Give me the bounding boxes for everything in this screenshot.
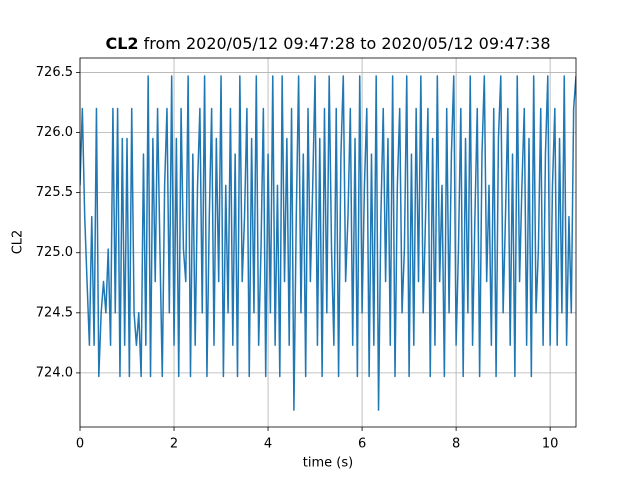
x-axis-label: time (s) bbox=[303, 456, 353, 471]
y-tick-label: 726.0 bbox=[36, 125, 73, 140]
x-tick-label: 4 bbox=[264, 437, 272, 452]
x-tick-label: 0 bbox=[76, 437, 84, 452]
chart-title: CL2 from 2020/05/12 09:47:28 to 2020/05/… bbox=[105, 34, 550, 53]
y-tick-label: 724.5 bbox=[36, 305, 73, 320]
y-tick-label: 725.0 bbox=[36, 245, 73, 260]
title-name: CL2 bbox=[105, 34, 138, 53]
y-axis-label: CL2 bbox=[11, 230, 26, 255]
plot-frame bbox=[79, 57, 577, 428]
x-tick-label: 6 bbox=[358, 437, 366, 452]
x-tick-label: 10 bbox=[542, 437, 559, 452]
data-line bbox=[80, 75, 576, 411]
y-tick-label: 725.5 bbox=[36, 185, 73, 200]
y-tick-label: 726.5 bbox=[36, 65, 73, 80]
title-text: from 2020/05/12 09:47:28 to 2020/05/12 0… bbox=[144, 34, 551, 53]
x-tick-label: 2 bbox=[170, 437, 178, 452]
x-tick-label: 8 bbox=[452, 437, 460, 452]
y-tick-label: 724.0 bbox=[36, 365, 73, 380]
